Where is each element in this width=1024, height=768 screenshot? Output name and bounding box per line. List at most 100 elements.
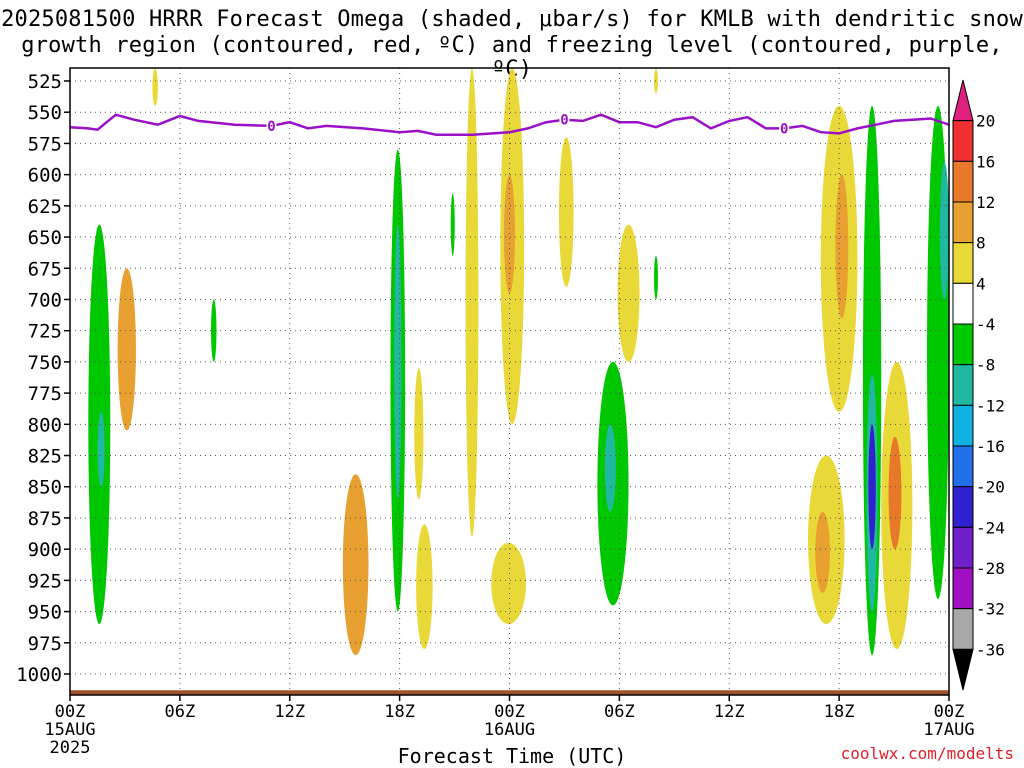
y-tick-label: 950 [28, 602, 62, 624]
y-tick-label: 975 [28, 633, 62, 655]
x-tick-label: 18Z [824, 702, 855, 722]
y-tick-label: 900 [28, 539, 62, 561]
omega-region [654, 255, 658, 300]
omega-region [97, 411, 105, 487]
x-tick-label: 06Z [604, 702, 635, 722]
y-axis-ticks: 525 550 575 600 625 650 675 700 725 750 775 800 825 8… [16, 71, 70, 686]
y-tick-label: 525 [28, 71, 62, 93]
colorbar-swatch [952, 160, 974, 203]
freezing-level-label: 0 [780, 121, 788, 137]
colorbar-label: -28 [976, 559, 1005, 578]
omega-region [835, 174, 849, 319]
y-tick-label: 625 [28, 196, 62, 218]
omega-shading-layer [88, 68, 949, 656]
source-credit: coolwx.com/modelts [840, 744, 1014, 763]
omega-region [654, 68, 658, 94]
colorbar-label: -4 [976, 315, 995, 334]
x-tick-label: 00Z [55, 702, 86, 722]
omega-region [815, 511, 830, 593]
colorbar-swatch [952, 79, 974, 122]
x-axis-label: Forecast Time (UTC) [397, 744, 627, 768]
colorbar-swatch [952, 242, 974, 284]
y-tick-label: 775 [28, 383, 62, 405]
colorbar-label: -36 [976, 640, 1005, 659]
y-tick-label: 750 [28, 352, 62, 374]
omega-region [604, 424, 616, 512]
omega-region [152, 68, 158, 106]
colorbar-swatch [952, 120, 974, 162]
x-tick-label: 12Z [274, 702, 305, 722]
x-tick-date: 15AUG [44, 720, 95, 740]
omega-region [414, 368, 424, 500]
x-tick-label: 18Z [384, 702, 415, 722]
terrain-layer [70, 690, 949, 695]
y-tick-label: 675 [28, 258, 62, 280]
colorbar-swatch [952, 648, 974, 691]
omega-region [939, 162, 949, 300]
omega-region [491, 542, 526, 625]
freezing-label-bg [559, 111, 570, 127]
y-tick-label: 575 [28, 133, 62, 155]
freezing-label-bg [779, 120, 790, 136]
colorbar-swatch [952, 526, 974, 569]
colorbar-label: -24 [976, 518, 1005, 537]
colorbar-label: 12 [976, 193, 995, 212]
x-tick-label: 06Z [165, 702, 196, 722]
omega-region [888, 436, 902, 550]
x-tick-year: 2025 [50, 738, 91, 758]
y-tick-label: 850 [28, 477, 62, 499]
omega-region [617, 224, 640, 362]
y-tick-label: 725 [28, 321, 62, 343]
omega-region [342, 474, 369, 656]
colorbar-swatch [952, 201, 974, 244]
y-tick-label: 1000 [16, 664, 62, 686]
y-tick-label: 700 [28, 289, 62, 311]
terrain-band [70, 690, 949, 695]
colorbar-swatch [952, 445, 974, 488]
colorbar-label: -16 [976, 437, 1005, 456]
freezing-level-label: 0 [560, 113, 568, 129]
colorbar-label: -8 [976, 356, 995, 375]
chart-title-line-1: 2025081500 HRRR Forecast Omega (shaded, … [1, 7, 1023, 32]
omega-region [416, 524, 433, 650]
y-tick-label: 600 [28, 165, 62, 187]
colorbar-swatch [952, 282, 974, 325]
omega-region [117, 268, 136, 431]
colorbar-swatch [952, 404, 974, 447]
colorbar-swatch [952, 364, 974, 406]
y-tick-label: 825 [28, 446, 62, 468]
freezing-level-label: 0 [267, 119, 275, 135]
omega-region [465, 68, 479, 537]
y-tick-label: 875 [28, 508, 62, 530]
omega-region [450, 193, 455, 256]
colorbar: 20 16 12 8 4 -4 -8 -12 -16 -20 -24 -28 -32 -36 [952, 79, 1005, 691]
x-tick-label: 00Z [494, 702, 525, 722]
y-tick-label: 550 [28, 102, 62, 124]
y-tick-label: 650 [28, 227, 62, 249]
colorbar-label: 4 [976, 274, 986, 293]
y-tick-label: 800 [28, 414, 62, 436]
colorbar-label: -12 [976, 396, 1005, 415]
colorbar-label: -20 [976, 478, 1005, 497]
omega-region [868, 424, 876, 550]
colorbar-label: 20 [976, 112, 995, 131]
colorbar-swatch [952, 567, 974, 610]
y-tick-label: 925 [28, 570, 62, 592]
x-tick-date: 17AUG [923, 720, 974, 740]
colorbar-label: -32 [976, 600, 1005, 619]
colorbar-label: 8 [976, 234, 986, 253]
colorbar-swatch [952, 486, 974, 528]
omega-region [211, 299, 217, 362]
colorbar-label: 16 [976, 152, 995, 171]
x-tick-label: 12Z [714, 702, 745, 722]
colorbar-swatch [952, 608, 974, 650]
colorbar-swatch [952, 323, 974, 366]
freezing-label-bg [266, 117, 277, 133]
x-tick-date: 16AUG [484, 720, 535, 740]
freezing-level-contour: 0 0 0 [70, 111, 949, 137]
x-tick-label: 00Z [934, 702, 965, 722]
omega-region [558, 137, 574, 287]
chart-title-line-2: growth region (contoured, red, ºC) and f… [21, 33, 1003, 82]
